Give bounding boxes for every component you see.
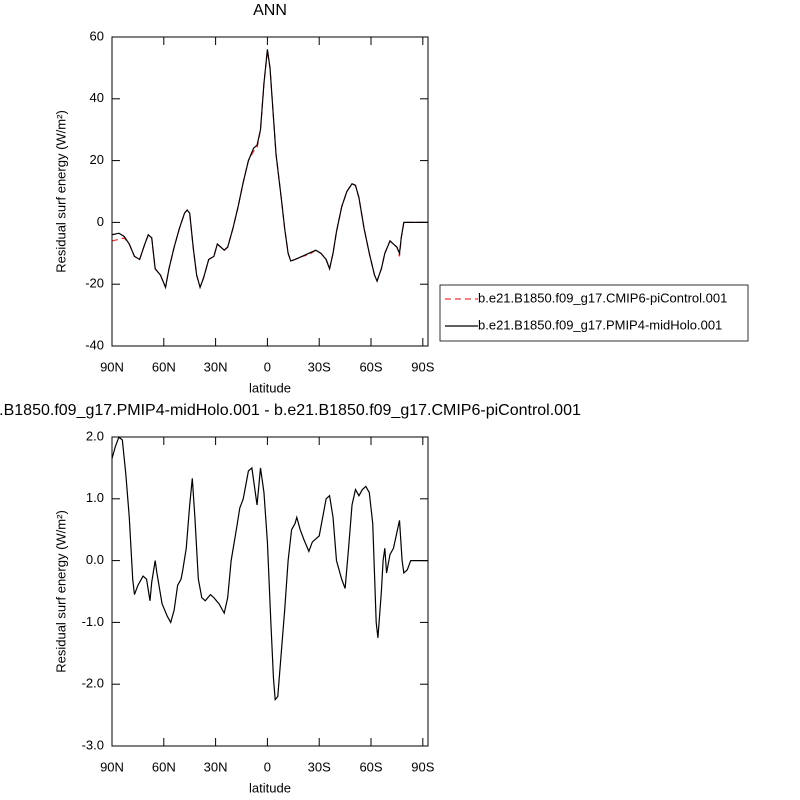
x-tick-label: 60S [359,359,382,374]
plot-frame [111,36,429,347]
y-tick-label: 1.0 [86,490,104,505]
x-tick-label: 30S [308,759,331,774]
x-tick-label: 0 [264,759,271,774]
y-tick-label: 0.0 [86,552,104,567]
legend-label: b.e21.B1850.f09_g17.PMIP4-midHolo.001 [478,317,722,332]
y-tick-label: 40 [90,90,104,105]
chart-title: ANN [253,2,287,19]
x-tick-label: 90S [411,759,434,774]
y-axis-label: Residual surf energy (W/m²) [53,110,68,273]
y-axis-label: Residual surf energy (W/m²) [53,510,68,673]
chart-title: b.e21.B1850.f09_g17.PMIP4-midHolo.001 - … [0,402,581,419]
x-axis-label: latitude [249,380,291,395]
legend-label: b.e21.B1850.f09_g17.CMIP6-piControl.001 [478,290,727,305]
y-tick-label: -40 [85,337,104,352]
y-tick-label: 0 [97,214,104,229]
x-tick-label: 60S [359,759,382,774]
data-line [111,50,428,290]
y-tick-label: 20 [90,152,104,167]
y-tick-label: 2.0 [86,428,104,443]
x-tick-label: 30S [308,359,331,374]
x-tick-label: 60N [152,759,176,774]
x-tick-label: 30N [204,359,228,374]
plot-frame [111,436,429,747]
y-tick-label: -2.0 [82,676,104,691]
x-tick-label: 0 [264,359,271,374]
legend-box [439,284,749,342]
x-tick-label: 60N [152,359,176,374]
x-tick-label: 90S [411,359,434,374]
data-line [111,435,428,702]
y-tick-label: -20 [85,276,104,291]
y-tick-label: -1.0 [82,614,104,629]
y-tick-label: -3.0 [82,737,104,752]
x-tick-label: 90N [100,359,124,374]
x-tick-label: 90N [100,759,124,774]
data-line [111,49,428,290]
x-tick-label: 30N [204,759,228,774]
y-tick-label: 60 [90,28,104,43]
x-axis-label: latitude [249,780,291,795]
